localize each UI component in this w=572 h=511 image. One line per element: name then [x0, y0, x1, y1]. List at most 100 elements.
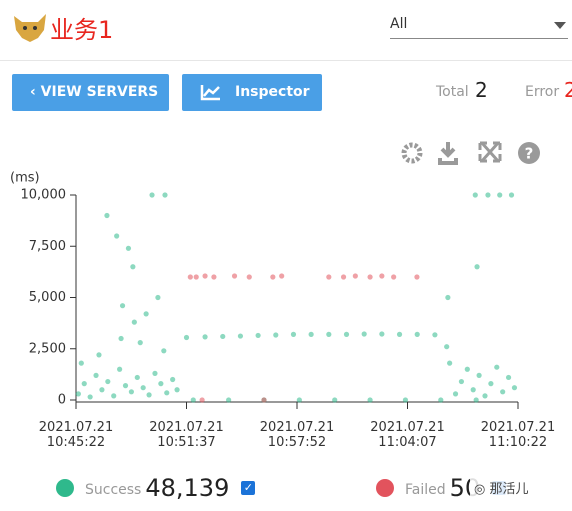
data-point	[261, 397, 267, 403]
y-tick-label: 2,500	[29, 341, 66, 356]
data-point	[472, 192, 478, 198]
data-point	[396, 331, 403, 337]
data-point	[104, 212, 110, 219]
data-point	[78, 360, 84, 366]
data-point	[332, 397, 338, 403]
data-point	[447, 360, 453, 366]
divider	[0, 60, 572, 61]
button-label: VIEW SERVERS	[40, 84, 159, 100]
data-point	[117, 366, 123, 372]
data-point	[158, 381, 164, 387]
data-point	[96, 352, 102, 358]
data-point	[122, 383, 129, 389]
legend-item[interactable]: Success 48,139 ✓	[56, 470, 256, 506]
x-tick-label: 2021.07.21 10:57:52	[259, 420, 335, 450]
data-point	[231, 273, 238, 279]
data-point	[226, 397, 232, 403]
data-point	[202, 334, 208, 340]
data-point	[87, 394, 93, 400]
data-point	[485, 192, 491, 198]
data-point	[202, 273, 208, 279]
filter-value: All	[390, 16, 408, 32]
data-point	[452, 391, 459, 397]
data-point	[402, 397, 409, 403]
legend-dot	[56, 479, 74, 497]
data-point	[220, 333, 226, 340]
data-point	[352, 273, 358, 279]
data-point	[128, 389, 134, 395]
data-point	[497, 192, 503, 198]
filter-select[interactable]: All	[390, 16, 568, 39]
data-point	[326, 274, 332, 280]
data-point	[255, 332, 261, 339]
data-point	[93, 372, 99, 378]
watermark: ◎ 那活儿	[470, 478, 533, 497]
data-point	[511, 385, 518, 391]
settings-icon[interactable]	[401, 142, 423, 164]
data-point	[164, 390, 170, 396]
data-point	[379, 273, 385, 279]
y-axis-label: (ms)	[10, 171, 40, 186]
chart-tools: ?	[401, 141, 540, 165]
download-icon[interactable]	[438, 142, 458, 165]
y-tick-label: 0	[58, 393, 66, 408]
data-point	[190, 397, 196, 403]
y-tick-label: 7,500	[29, 239, 66, 254]
watermark-text: 那活儿	[489, 482, 529, 497]
data-point	[296, 397, 302, 403]
button-label: Inspector	[235, 84, 310, 100]
legend-dot	[376, 479, 394, 497]
data-point	[482, 393, 488, 399]
y-tick-label: 5,000	[29, 290, 66, 305]
help-icon[interactable]	[518, 142, 540, 164]
data-point	[211, 274, 217, 280]
legend-checkbox[interactable]: ✓	[241, 481, 256, 495]
data-point	[270, 274, 276, 280]
data-point	[174, 387, 180, 393]
data-point	[476, 372, 482, 378]
data-point	[464, 366, 470, 372]
data-point	[458, 378, 465, 385]
data-point	[432, 332, 438, 338]
data-point	[500, 389, 506, 395]
data-point	[81, 381, 87, 387]
data-point	[137, 340, 143, 346]
view-servers-button[interactable]: ‹ VIEW SERVERS	[12, 74, 169, 111]
data-point	[391, 274, 397, 280]
data-point	[146, 392, 152, 398]
data-point	[367, 274, 373, 280]
data-point	[494, 364, 500, 370]
data-point	[438, 397, 444, 403]
data-point	[444, 344, 450, 350]
x-tick-label: 2021.07.21 10:51:37	[149, 420, 224, 450]
data-point	[340, 274, 347, 280]
data-point	[470, 387, 476, 393]
error-label: Error	[525, 84, 560, 100]
fullscreen-icon[interactable]	[478, 141, 502, 163]
chart-icon	[200, 85, 220, 101]
data-point	[125, 245, 132, 251]
data-point	[279, 273, 285, 279]
data-point	[237, 333, 244, 339]
data-point	[505, 374, 512, 381]
data-point	[105, 378, 111, 385]
x-tick-label: 2021.07.21 11:10:22	[480, 420, 556, 450]
legend-count: 48,139	[145, 474, 230, 502]
x-tick-label: 2021.07.21 11:04:07	[370, 420, 445, 450]
inspector-button[interactable]: Inspector	[182, 74, 322, 111]
data-point	[161, 348, 167, 354]
svg-text:?: ?	[525, 145, 534, 163]
data-point	[152, 370, 158, 376]
y-tick-label: 10,000	[21, 188, 67, 203]
data-point	[308, 331, 314, 337]
data-point	[143, 311, 149, 317]
data-point	[111, 393, 117, 399]
data-point	[474, 264, 480, 270]
data-point	[343, 331, 350, 337]
data-point	[445, 294, 451, 301]
total-label: Total	[436, 84, 469, 100]
data-point	[170, 376, 176, 383]
data-point	[246, 274, 252, 280]
data-point	[488, 381, 494, 387]
